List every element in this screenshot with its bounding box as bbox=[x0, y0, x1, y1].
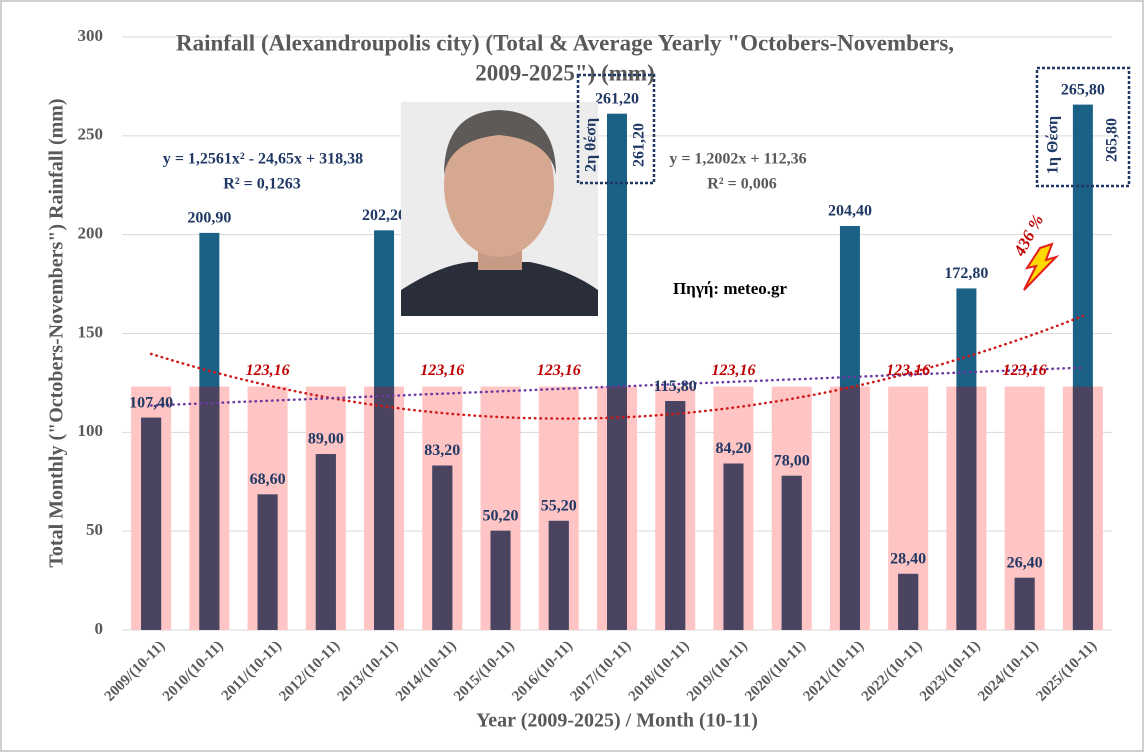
total-bar-overlap bbox=[665, 401, 686, 630]
total-bar-overlap bbox=[723, 463, 744, 630]
rank-box bbox=[1035, 66, 1131, 188]
total-bar-overlap bbox=[898, 573, 919, 630]
y-tick-label: 100 bbox=[78, 421, 104, 440]
total-bar-overlap bbox=[781, 475, 802, 630]
total-bar-overlap bbox=[490, 530, 511, 630]
data-label: 202,20 bbox=[362, 207, 406, 224]
data-label: 50,20 bbox=[483, 507, 519, 524]
total-bar-overlap bbox=[839, 386, 860, 630]
total-bar-overlap bbox=[374, 386, 395, 630]
x-axis-label: Year (2009-2025) / Month (10-11) bbox=[476, 710, 758, 732]
total-bar-overlap bbox=[257, 494, 278, 630]
y-tick-label: 150 bbox=[78, 322, 104, 341]
average-label: 123,16 bbox=[711, 362, 755, 379]
y-tick-label: 250 bbox=[78, 125, 104, 144]
data-label: 261,20 bbox=[595, 90, 639, 107]
y-tick-label: 50 bbox=[86, 520, 103, 539]
data-label: 26,40 bbox=[1007, 554, 1043, 571]
total-bar-overlap bbox=[199, 386, 220, 630]
total-bar-overlap bbox=[607, 386, 627, 630]
rank-box bbox=[576, 73, 656, 185]
photo-shirt bbox=[401, 262, 598, 316]
trend-equation: y = 1,2002x + 112,36 bbox=[669, 151, 806, 168]
data-label: 83,20 bbox=[424, 442, 460, 459]
data-label: 55,20 bbox=[541, 498, 577, 515]
data-label: 28,40 bbox=[890, 551, 926, 568]
average-label: 123,16 bbox=[537, 362, 581, 379]
data-label: 107,40 bbox=[129, 394, 173, 411]
data-label: 115,80 bbox=[654, 378, 697, 395]
photo-face bbox=[444, 113, 554, 257]
y-tick-label: 0 bbox=[95, 619, 104, 638]
data-label: 78,00 bbox=[774, 452, 810, 469]
average-label: 123,16 bbox=[420, 362, 464, 379]
total-bar-overlap bbox=[548, 520, 569, 630]
total-bar-overlap bbox=[315, 454, 336, 630]
data-label: 172,80 bbox=[944, 265, 988, 282]
total-bar-overlap bbox=[956, 386, 977, 630]
source: Πηγή: meteo.gr bbox=[673, 279, 788, 298]
total-bar-overlap bbox=[432, 465, 453, 630]
photo-hair bbox=[444, 110, 556, 175]
data-label: 68,60 bbox=[250, 471, 286, 488]
lightning-icon bbox=[1023, 242, 1060, 291]
average-label: 123,16 bbox=[886, 362, 930, 379]
trendline bbox=[149, 314, 1085, 420]
rank-value: 265,80 bbox=[1104, 118, 1121, 162]
total-bar-overlap bbox=[1072, 386, 1093, 630]
chart-title: Rainfall (Alexandroupolis city) (Total &… bbox=[176, 30, 954, 55]
data-label: 200,90 bbox=[187, 210, 231, 227]
y-tick-label: 200 bbox=[78, 224, 104, 243]
chart-title: 2009-2025") (mm) bbox=[475, 60, 654, 85]
data-label: 84,20 bbox=[715, 440, 751, 457]
average-label: 123,16 bbox=[1003, 362, 1047, 379]
trend-equation: y = 1,2561x² - 24,65x + 318,38 bbox=[163, 151, 363, 168]
trend-r2: R² = 0,1263 bbox=[223, 176, 300, 193]
rank-label: 2η θέση bbox=[583, 118, 600, 172]
total-bar-overlap bbox=[141, 417, 162, 630]
rank-label: 1η Θέση bbox=[1045, 116, 1062, 174]
y-axis-label: Total Monthly ("Octobers-Novembers") Rai… bbox=[46, 98, 68, 567]
trendline bbox=[149, 366, 1085, 407]
data-label: 204,40 bbox=[828, 203, 872, 220]
data-label: 89,00 bbox=[308, 431, 344, 448]
rank-value: 261,20 bbox=[631, 123, 648, 167]
data-label: 265,80 bbox=[1061, 81, 1105, 98]
photo bbox=[401, 102, 598, 316]
trend-r2: R² = 0,006 bbox=[707, 176, 776, 193]
average-label: 123,16 bbox=[246, 362, 290, 379]
y-tick-label: 300 bbox=[78, 26, 104, 45]
total-bar-overlap bbox=[1014, 577, 1035, 630]
